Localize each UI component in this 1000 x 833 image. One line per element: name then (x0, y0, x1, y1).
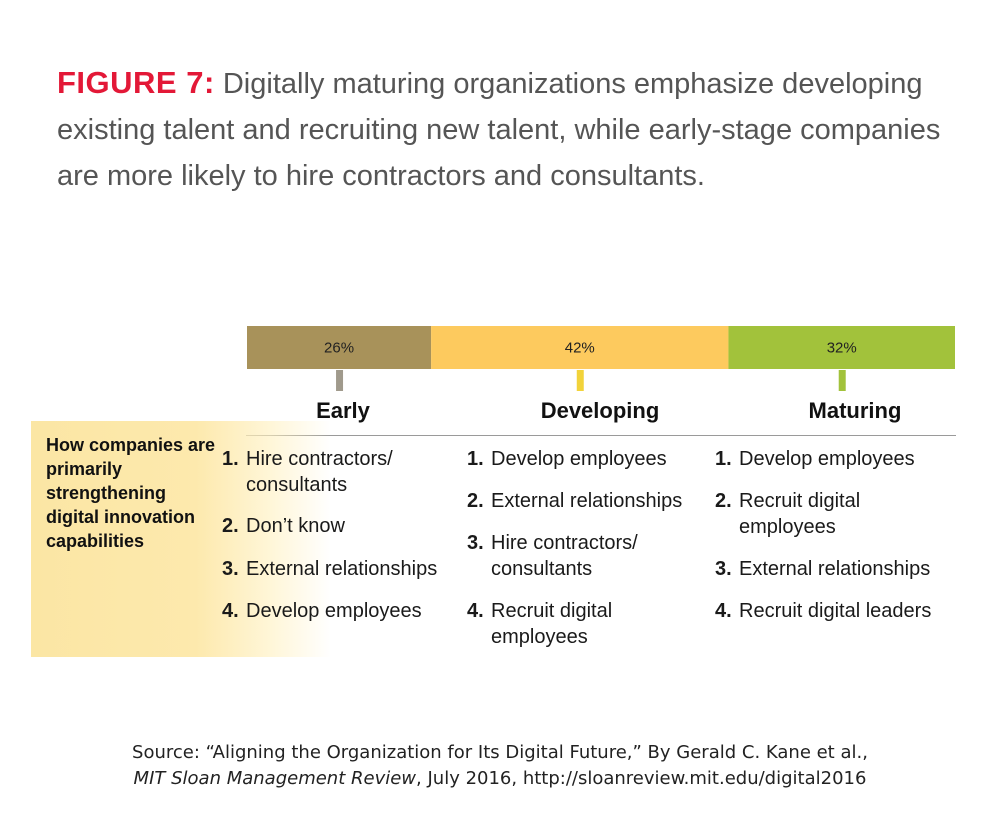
rank-text: Hire contractors/ consultants (246, 448, 393, 496)
rank-text: Hire contractors/ consultants (491, 532, 638, 580)
rank-number: 3. (222, 558, 239, 580)
rank-text: Recruit digital employees (491, 600, 613, 648)
rank-text: Don’t know (246, 515, 345, 537)
bar-value-label-early: 26% (324, 340, 354, 357)
bar-value-label-developing: 42% (565, 340, 595, 357)
source-prefix: Source: “Aligning the Organization for I… (132, 742, 868, 763)
early-item-4: 4. Develop employees (222, 598, 462, 624)
rank-text: Recruit digital employees (739, 490, 861, 538)
rank-text: External relationships (246, 558, 438, 580)
bar-marker-maturing (838, 370, 846, 391)
rank-number: 3. (715, 558, 732, 580)
early-item-1: 1. Hire contractors/ consultants (222, 446, 422, 498)
maturing-item-1: 1. Develop employees (715, 446, 955, 472)
rank-text: External relationships (491, 490, 683, 512)
bar-value-label-maturing: 32% (827, 340, 857, 357)
early-item-2: 2. Don’t know (222, 513, 442, 539)
rank-number: 1. (467, 448, 484, 470)
rank-text: External relationships (739, 558, 931, 580)
rank-number: 2. (222, 515, 239, 537)
maturing-item-3: 3. External relationships (715, 556, 960, 582)
rank-number: 1. (715, 448, 732, 470)
rank-text: Develop employees (491, 448, 667, 470)
rank-number: 2. (715, 490, 732, 512)
figure-caption: Digitally maturing organizations emphasi… (57, 68, 941, 192)
rank-number: 2. (467, 490, 484, 512)
bar-marker-early (336, 370, 344, 391)
rank-text: Develop employees (246, 600, 422, 622)
stage-heading-early: Early (316, 398, 370, 423)
stage-heading-developing: Developing (540, 398, 660, 423)
bar-segment-developing (431, 326, 729, 369)
figure-label: FIGURE 7: (57, 65, 215, 100)
source-journal: MIT Sloan Management Review (133, 768, 417, 789)
row-label-background (31, 421, 331, 657)
stage-heading-maturing: Maturing (808, 398, 902, 423)
rank-number: 3. (467, 532, 484, 554)
rank-number: 1. (222, 448, 239, 470)
bar-marker-developing (576, 370, 584, 391)
rank-number: 4. (467, 600, 484, 622)
developing-item-3: 3. Hire contractors/ consultants (467, 530, 667, 582)
figure-title: FIGURE 7: Digitally maturing organizatio… (57, 60, 957, 199)
developing-item-1: 1. Develop employees (467, 446, 707, 472)
maturing-item-2: 2. Recruit digital employees (715, 488, 885, 540)
bar-segment-early (247, 326, 432, 369)
developing-item-2: 2. External relationships (467, 488, 717, 514)
heading-divider (246, 435, 956, 436)
maturing-item-4: 4. Recruit digital leaders (715, 598, 960, 624)
rank-number: 4. (222, 600, 239, 622)
rank-text: Develop employees (739, 448, 915, 470)
rank-number: 4. (715, 600, 732, 622)
source-suffix: , July 2016, http://sloanreview.mit.edu/… (416, 768, 867, 789)
row-label: How companies are primarily strengthenin… (46, 435, 216, 551)
developing-item-4: 4. Recruit digital employees (467, 598, 637, 650)
bar-segment-maturing (728, 326, 955, 369)
source-citation: Source: “Aligning the Organization for I… (60, 740, 940, 792)
rank-text: Recruit digital leaders (739, 600, 932, 622)
early-item-3: 3. External relationships (222, 556, 462, 582)
